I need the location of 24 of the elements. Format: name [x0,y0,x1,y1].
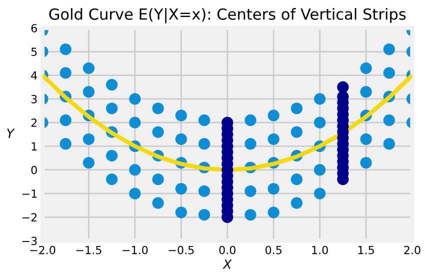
y-tick-label: 5 [31,48,37,56]
x-axis-title: X [222,260,232,269]
y-axis-title: Y [7,128,15,138]
y-tick-label: 0 [31,166,37,174]
y-tick-label: 2 [31,118,37,127]
x-tick-label: 0.0 [219,246,236,254]
y-tick-label: 3 [31,94,37,104]
x-tick-label: −2.0 [30,246,56,254]
y-tick-label: −3 [22,236,37,246]
x-tick-label: −0.5 [168,246,194,254]
y-tick-label: 1 [32,142,37,150]
point [337,81,349,93]
x-tick-label: 1.0 [312,246,328,254]
x-tick-label: 2.0 [404,246,420,254]
y-tick-label: 6 [31,24,37,32]
x-tick-label: 0.5 [265,246,282,254]
y-tick-label: −2 [22,213,37,222]
y-tick-label: −1 [22,190,37,198]
x-tick-label: −1.0 [122,246,148,254]
line-series [42,73,412,172]
x-tick-label: −1.5 [76,246,102,254]
x-tick-label: 1.5 [358,246,374,254]
chart-title: Gold Curve E(Y|X=x): Centers of Vertical Strips [49,8,406,24]
y-tick-label: 4 [31,71,38,80]
